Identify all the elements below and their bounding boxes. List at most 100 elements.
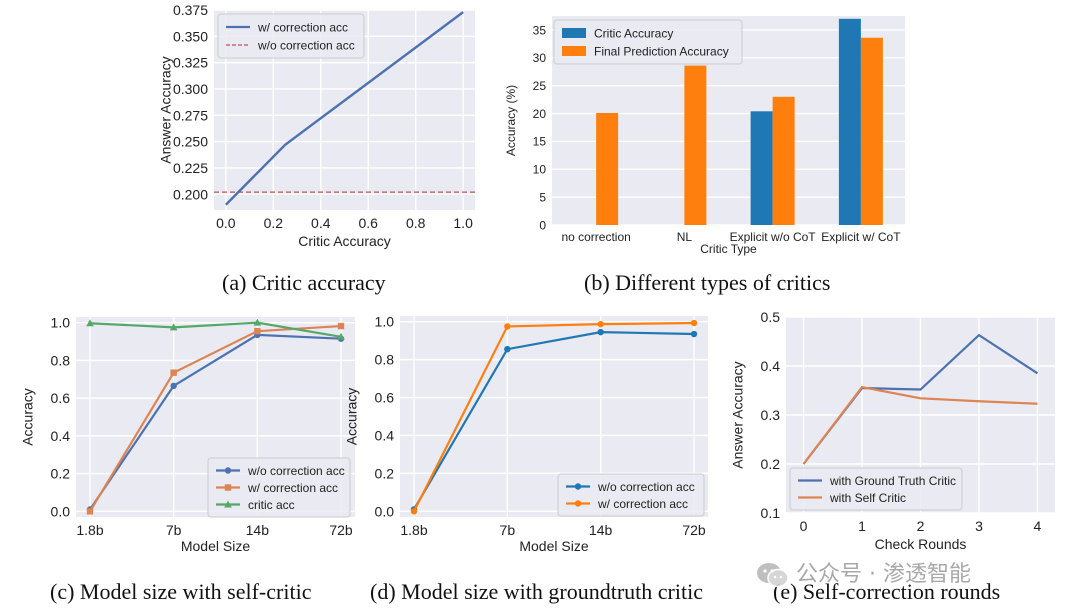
x-tick-label: 72b <box>329 522 353 538</box>
y-axis-label: Answer Accuracy <box>158 56 174 163</box>
x-tick-label: 1.8b <box>76 522 103 538</box>
y-tick-label: 1.0 <box>51 315 71 331</box>
legend-label: w/o correction acc <box>257 38 355 52</box>
caption-a: (a) Critic accuracy <box>222 270 386 295</box>
y-axis-label: Accuracy (%) <box>504 85 518 156</box>
x-tick-label: Explicit w/ CoT <box>821 230 901 244</box>
x-tick-label: 1.0 <box>453 215 473 231</box>
watermark-text: 公众号 · 渗透智能 <box>796 562 971 587</box>
caption-d: (d) Model size with groundtruth critic <box>370 579 703 604</box>
chart-e: 0.1 0.2 0.3 0.4 0.5 Answer Accuracy 0 1 2 3 4 Check… <box>730 309 1055 552</box>
y-tick-label: 0.5 <box>761 309 781 325</box>
legend-label: Final Prediction Accuracy <box>594 44 729 58</box>
x-tick-label: 1.8b <box>400 522 427 538</box>
data-point <box>224 484 232 491</box>
y-tick-label: 0.2 <box>375 465 395 481</box>
data-point <box>597 328 604 336</box>
x-tick-label: no correction <box>561 230 630 244</box>
y-tick-label: 0.2 <box>51 466 71 482</box>
y-tick-label: 0.1 <box>761 505 781 521</box>
bar <box>750 111 773 225</box>
legend-label: w/o correction acc <box>597 480 695 494</box>
y-tick-label: 5 <box>539 190 546 204</box>
caption-c: (c) Model size with self-critic <box>50 579 312 604</box>
y-tick-label: 0.4 <box>375 428 395 444</box>
bar <box>860 37 883 226</box>
series-line <box>89 324 342 512</box>
series-line <box>413 331 695 510</box>
y-tick-label: 25 <box>533 79 547 93</box>
chart-d: 0.0 0.2 0.4 0.6 0.8 1.0 Accuracy 1.8b 7b 14b 72b Mo… <box>344 314 708 554</box>
y-axis-label: Answer Accuracy <box>730 361 746 468</box>
caption-e: (e) Self-correction rounds <box>773 579 1001 604</box>
data-point <box>410 508 418 515</box>
data-point <box>253 318 262 326</box>
y-tick-label: 0 <box>539 218 546 232</box>
y-tick-label: 0.6 <box>375 390 395 406</box>
y-tick-label: 0.375 <box>173 2 208 18</box>
data-point <box>337 332 345 340</box>
data-point <box>170 369 177 376</box>
y-tick-label: 0.275 <box>173 107 208 123</box>
x-axis-label: Check Rounds <box>875 536 967 552</box>
x-tick-label: 1 <box>858 518 866 534</box>
y-tick-label: 0.4 <box>51 428 71 444</box>
watermark: 公众号 · 渗透智能 <box>756 556 971 588</box>
y-tick-label: 30 <box>533 51 547 65</box>
y-tick-label: 0.325 <box>173 55 208 71</box>
wechat-logo-icon <box>757 563 789 588</box>
x-axis-label: Critic Accuracy <box>298 233 391 249</box>
bar <box>684 65 707 226</box>
data-point <box>170 382 177 390</box>
series-line <box>89 321 342 338</box>
x-tick-label: 2 <box>917 518 925 534</box>
y-tick-label: 10 <box>533 163 547 177</box>
x-tick-label: 3 <box>975 518 983 534</box>
legend-label: critic acc <box>248 498 295 512</box>
legend-box <box>207 457 351 518</box>
y-tick-label: 0.350 <box>173 28 208 44</box>
x-axis-label: Model Size <box>519 538 588 554</box>
data-point <box>690 319 698 327</box>
legend-box <box>217 13 365 59</box>
x-axis-label: Critic Type <box>700 242 757 256</box>
chart-a: 0.200 0.225 0.250 0.275 0.300 0.325 0.350 0.375… <box>158 2 475 249</box>
x-tick-label: 0.4 <box>311 215 331 231</box>
data-point <box>574 500 582 507</box>
y-axis-label: Accuracy <box>20 388 36 446</box>
y-tick-label: 0.225 <box>173 160 208 176</box>
y-tick-label: 0.4 <box>761 358 781 374</box>
legend-box <box>789 467 963 511</box>
series-line <box>89 333 342 511</box>
y-tick-label: 15 <box>533 135 547 149</box>
data-point <box>224 467 232 474</box>
legend-label: w/ correction acc <box>597 497 688 511</box>
data-point <box>169 323 178 331</box>
y-tick-label: 0.8 <box>51 352 71 368</box>
y-tick-label: 20 <box>533 107 547 121</box>
y-tick-label: 35 <box>533 23 547 37</box>
data-point <box>86 319 94 327</box>
data-point <box>574 483 582 490</box>
x-tick-label: 7b <box>166 522 182 538</box>
chart-b: 0 5 10 15 20 25 30 35 Accuracy (%) no correction N… <box>504 16 905 256</box>
y-tick-label: 0.0 <box>375 503 395 519</box>
y-axis-label: Accuracy <box>344 388 360 446</box>
y-tick-label: 0.6 <box>51 390 71 406</box>
x-tick-label: NL <box>677 230 693 244</box>
data-point <box>597 320 604 328</box>
x-tick-label: 14b <box>246 522 270 538</box>
caption-b: (b) Different types of critics <box>584 270 831 295</box>
data-point <box>504 345 511 353</box>
data-point <box>86 508 94 515</box>
chart-c: 0.0 0.2 0.4 0.6 0.8 1.0 Accuracy 1.8b 7b 14b 72b Mo… <box>20 315 355 554</box>
x-tick-label: 14b <box>589 522 613 538</box>
x-axis-label: Model Size <box>181 538 250 554</box>
legend-box <box>557 473 705 517</box>
bar <box>596 112 619 225</box>
y-tick-label: 0.8 <box>375 352 395 368</box>
y-tick-label: 0.200 <box>173 186 208 202</box>
bar <box>772 96 795 226</box>
data-point <box>690 330 698 338</box>
